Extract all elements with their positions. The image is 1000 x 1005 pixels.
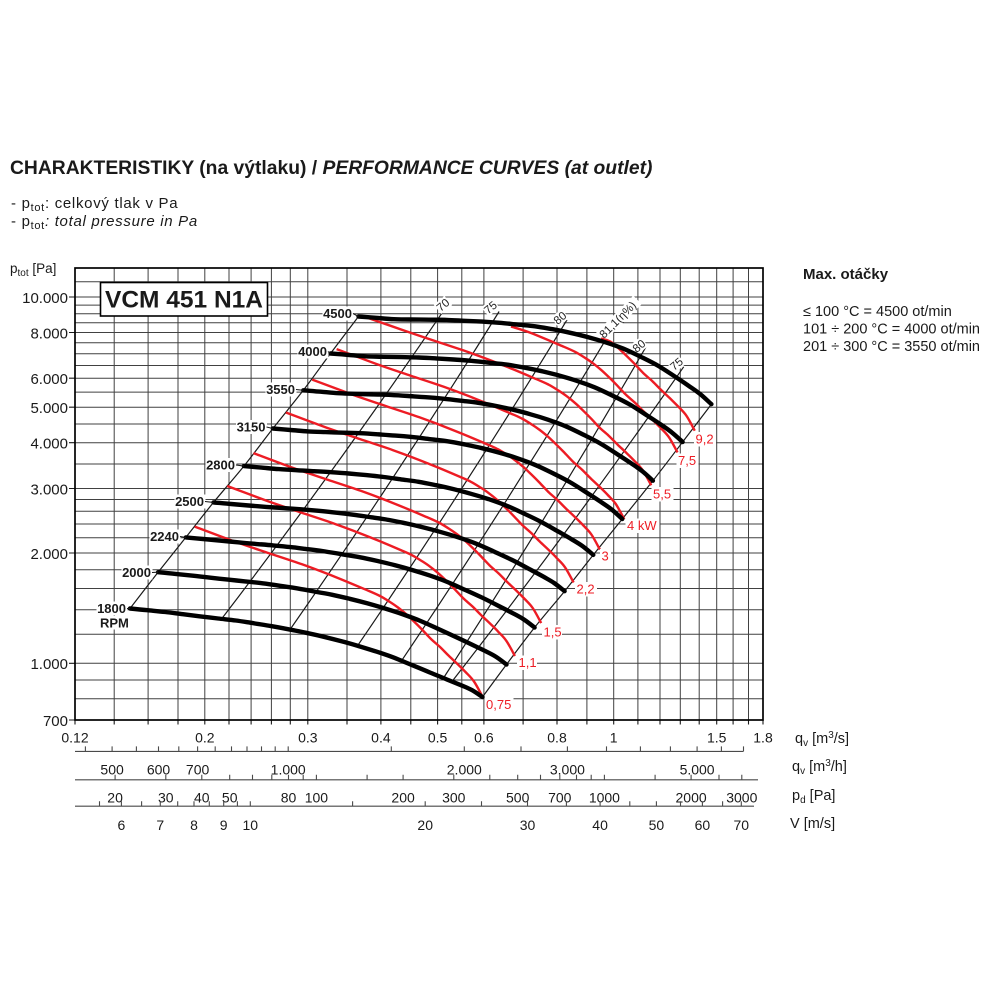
svg-text:≤ 100 °C = 4500 ot/min: ≤ 100 °C = 4500 ot/min — [803, 304, 952, 320]
svg-text:Max. otáčky: Max. otáčky — [803, 266, 889, 283]
svg-text:700: 700 — [186, 762, 210, 778]
svg-text:201 ÷ 300 °C = 3550 ot/min: 201 ÷ 300 °C = 3550 ot/min — [803, 339, 980, 355]
svg-text:2500: 2500 — [175, 494, 204, 509]
svg-text:2,2: 2,2 — [577, 582, 595, 597]
svg-text:1.000: 1.000 — [271, 762, 306, 778]
svg-text:3000: 3000 — [726, 790, 757, 806]
svg-text:RPM: RPM — [100, 616, 129, 631]
svg-text:2000: 2000 — [676, 790, 707, 806]
svg-text:0.8: 0.8 — [547, 730, 567, 746]
svg-text:3150: 3150 — [237, 420, 266, 435]
svg-text:200: 200 — [391, 790, 415, 806]
svg-text:700: 700 — [43, 713, 68, 730]
svg-text:0.3: 0.3 — [298, 730, 318, 746]
svg-text:V [m/s]: V [m/s] — [790, 816, 835, 832]
svg-text:7: 7 — [156, 817, 164, 833]
svg-text:8.000: 8.000 — [30, 325, 68, 342]
svg-text:30: 30 — [520, 817, 536, 833]
svg-text:5.000: 5.000 — [30, 400, 68, 417]
svg-text:3: 3 — [602, 549, 609, 564]
svg-text:qv [m3/h]: qv [m3/h] — [792, 758, 847, 777]
svg-text:1: 1 — [610, 730, 618, 746]
svg-text:101 ÷ 200 °C = 4000 ot/min: 101 ÷ 200 °C = 4000 ot/min — [803, 322, 980, 338]
svg-text:9,2: 9,2 — [696, 432, 714, 447]
svg-text:500: 500 — [100, 762, 124, 778]
svg-text:CHARAKTERISTIKY (na výtlaku) /: CHARAKTERISTIKY (na výtlaku) / PERFORMAN… — [10, 158, 652, 179]
svg-text:5,5: 5,5 — [653, 487, 671, 502]
svg-text:30: 30 — [158, 790, 174, 806]
svg-text:9: 9 — [220, 817, 228, 833]
svg-text:100: 100 — [305, 790, 329, 806]
svg-text:600: 600 — [147, 762, 171, 778]
svg-text:3.000: 3.000 — [30, 481, 68, 498]
svg-text:6: 6 — [118, 817, 126, 833]
svg-text:60: 60 — [695, 817, 711, 833]
svg-text:80: 80 — [281, 790, 297, 806]
svg-text:qv [m3/s]: qv [m3/s] — [795, 730, 849, 749]
svg-text:700: 700 — [548, 790, 572, 806]
svg-text:0,75: 0,75 — [486, 697, 511, 712]
svg-text:7,5: 7,5 — [678, 453, 696, 468]
svg-text:0.6: 0.6 — [474, 730, 494, 746]
svg-text:5.000: 5.000 — [680, 762, 715, 778]
svg-text:40: 40 — [194, 790, 210, 806]
svg-text:0.2: 0.2 — [195, 730, 215, 746]
svg-text:4500: 4500 — [323, 306, 352, 321]
svg-text:2800: 2800 — [206, 458, 235, 473]
svg-text:1000: 1000 — [589, 790, 620, 806]
svg-text:3550: 3550 — [266, 382, 295, 397]
svg-text:0.12: 0.12 — [61, 730, 88, 746]
svg-text:- ptot: celkový tlak v Pa: - ptot: celkový tlak v Pa — [11, 195, 178, 214]
svg-text:300: 300 — [442, 790, 466, 806]
svg-text:1,5: 1,5 — [544, 625, 562, 640]
svg-text:1.5: 1.5 — [707, 730, 727, 746]
svg-text:3.000: 3.000 — [550, 762, 585, 778]
svg-text:2.000: 2.000 — [30, 546, 68, 563]
svg-text:1800: 1800 — [97, 601, 126, 616]
svg-text:- ptot: total pressure in Pa: - ptot: total pressure in Pa — [11, 213, 198, 232]
svg-text:1,1: 1,1 — [519, 655, 537, 670]
svg-text:1.000: 1.000 — [30, 656, 68, 673]
svg-text:4 kW: 4 kW — [627, 518, 657, 533]
svg-text:2.000: 2.000 — [447, 762, 482, 778]
svg-text:2000: 2000 — [122, 565, 151, 580]
svg-text:pd [Pa]: pd [Pa] — [792, 788, 835, 806]
svg-text:4000: 4000 — [298, 344, 327, 359]
svg-text:1.8: 1.8 — [753, 730, 773, 746]
svg-text:6.000: 6.000 — [30, 371, 68, 388]
svg-text:4.000: 4.000 — [30, 436, 68, 453]
svg-text:0.5: 0.5 — [428, 730, 448, 746]
svg-text:0.4: 0.4 — [371, 730, 391, 746]
svg-text:VCM 451 N1A: VCM 451 N1A — [105, 287, 263, 314]
svg-text:50: 50 — [649, 817, 665, 833]
svg-text:50: 50 — [222, 790, 238, 806]
svg-text:8: 8 — [190, 817, 198, 833]
svg-text:10.000: 10.000 — [22, 290, 68, 307]
svg-text:70: 70 — [734, 817, 750, 833]
svg-text:500: 500 — [506, 790, 530, 806]
svg-text:10: 10 — [243, 817, 259, 833]
svg-text:40: 40 — [592, 817, 608, 833]
svg-text:20: 20 — [107, 790, 123, 806]
svg-text:2240: 2240 — [150, 529, 179, 544]
svg-text:20: 20 — [417, 817, 433, 833]
